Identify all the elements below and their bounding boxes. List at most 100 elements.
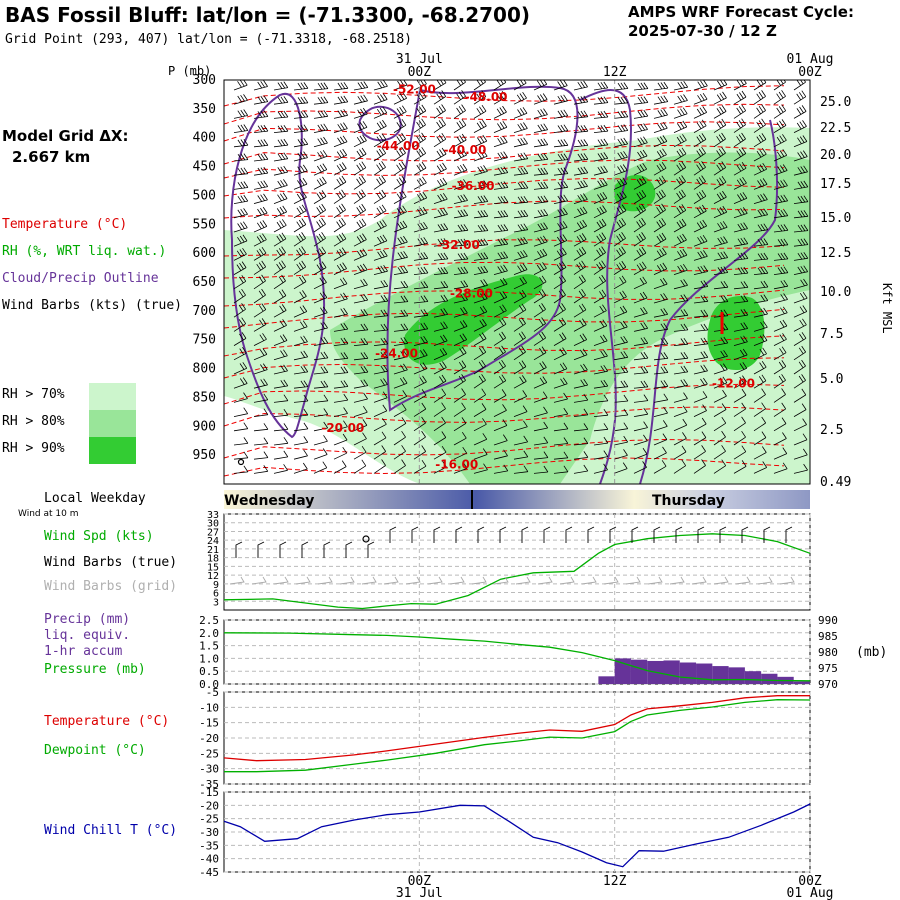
surface-wind-barb-true [499, 526, 507, 543]
surface-wind-barb-grid [603, 576, 619, 585]
precip-bar [744, 671, 762, 684]
surface-wind-barb-grid [317, 576, 333, 585]
surface-wind-barb-grid [669, 576, 685, 585]
pressure-tick-label: 900 [193, 419, 216, 434]
surface-wind-barb-true [565, 526, 573, 543]
isotherm-line [224, 261, 785, 279]
surface-wind-barb-true [609, 526, 617, 543]
surface-wind-barb-grid [273, 576, 289, 585]
dewpoint-line [224, 699, 811, 773]
surface-calm-marker [362, 535, 370, 543]
legend-wind-barbs: Wind Barbs (kts) (true) [2, 298, 183, 313]
wind-panel-tick-label: 21 [207, 545, 219, 556]
isotherm-line [224, 239, 785, 257]
wind-panel-tick-label: 6 [213, 589, 219, 600]
rh90-area-1 [404, 274, 543, 365]
pressure-tick-label: 650 [193, 275, 216, 290]
surface-wind-barb-true [433, 526, 441, 543]
pressure-tick-label: 980 [818, 646, 838, 659]
windchill-panel-tick-label: -30 [199, 826, 219, 839]
pressure-tick-label: 600 [193, 246, 216, 261]
top-time-label: 00Z [408, 65, 432, 80]
temp-panel-tick-label: -10 [199, 701, 219, 714]
wind-panel-tick-label: 12 [207, 571, 219, 582]
precip-panel-tick-label: 2.5 [199, 614, 219, 627]
isotherm-line [224, 357, 785, 379]
surface-wind-barb-grid [559, 576, 575, 585]
isotherm-line [224, 335, 785, 357]
surface-wind-barb-grid [647, 576, 663, 585]
isotherm-label: -36.00 [452, 179, 495, 193]
bottom-time-label: 12Z [603, 874, 627, 889]
surface-wind-barb-grid [229, 576, 245, 585]
surface-wind-barb-true [301, 541, 309, 558]
surface-wind-barb-grid [405, 576, 421, 585]
precip-bar [598, 676, 615, 684]
windchill-panel-tick-label: -45 [199, 866, 219, 879]
temp-panel-tick-label: -20 [199, 732, 219, 745]
legend-rh70: RH > 70% [2, 387, 65, 402]
surface-wind-barb-true [389, 526, 397, 543]
legend-cloud-outline: Cloud/Precip Outline [2, 271, 159, 286]
legend-precip: Precip (mm) [44, 612, 131, 627]
temp-panel-tick-label: -30 [199, 763, 219, 776]
surface-wind-barb-grid [581, 576, 597, 585]
surface-wind-barb-true [477, 526, 485, 543]
surface-wind-barb-true [279, 541, 287, 558]
surface-wind-barb-grid [779, 576, 795, 585]
surface-wind-barb-grid [537, 576, 553, 585]
surface-wind-barb-grid [383, 576, 399, 585]
precip-bar [712, 666, 729, 684]
top-time-label: 12Z [603, 65, 627, 80]
surface-wind-barb-true [323, 541, 331, 558]
pressure-tick-label: 500 [193, 188, 216, 203]
windchill-panel-tick-label: -40 [199, 853, 219, 866]
cloud-outline-5 [639, 119, 779, 484]
kft-tick-label: 10.0 [820, 285, 851, 300]
bottom-time-label: 00Z [798, 874, 822, 889]
pressure-tick-label: 975 [818, 662, 838, 675]
cloud-outline-4 [579, 89, 632, 484]
wind-panel-frame [223, 513, 811, 611]
wind-speed-line [223, 533, 811, 610]
pressure-tick-label: 700 [193, 304, 216, 319]
isotherm-label: -44.00 [377, 139, 420, 153]
rh80-area [330, 152, 810, 484]
precip-bar [663, 660, 680, 684]
isotherm-label: -40.00 [443, 143, 486, 157]
legend-dewpoint: Dewpoint (°C) [44, 743, 146, 758]
surface-wind-barb-grid [691, 576, 707, 585]
pressure-tick-label: 985 [818, 630, 838, 643]
surface-wind-barb-grid [713, 576, 729, 585]
pressure-tick-label: 990 [818, 614, 838, 627]
pressure-tick-label: 450 [193, 160, 216, 175]
temp-panel-tick-label: -15 [199, 717, 219, 730]
windchill-panel-tick-label: -25 [199, 813, 219, 826]
legend-wind-chill: Wind Chill T (°C) [44, 823, 178, 838]
isotherm-line [224, 178, 785, 197]
kft-tick-label: 0.49 [820, 475, 851, 490]
wind-panel-tick-label: 18 [207, 554, 219, 565]
wind-panel-tick-label: 24 [207, 536, 219, 547]
wind-panel-tick-label: 9 [213, 580, 219, 591]
legend-rh80: RH > 80% [2, 414, 65, 429]
pressure-tick-label: 400 [193, 131, 216, 146]
kft-tick-label: 7.5 [820, 327, 843, 342]
pressure-axis-title: P (mb) [168, 64, 211, 78]
upper-panel-frame [223, 79, 811, 485]
isotherm-line [224, 457, 785, 477]
surface-wind-barb-true [587, 526, 595, 543]
isotherm-line [224, 308, 785, 329]
temp-panel-tick-label: -35 [199, 778, 219, 791]
surface-wind-barb-grid [515, 576, 531, 585]
legend-wind-barbs-grid: Wind Barbs (grid) [44, 579, 178, 594]
kft-tick-label: 12.5 [820, 246, 851, 261]
pressure-line [223, 632, 811, 682]
precip-panel-tick-label: 0.5 [199, 665, 219, 678]
precip-bar [761, 673, 778, 684]
surface-wind-barb-true [345, 541, 353, 558]
windchill-panel-tick-label: -15 [199, 786, 219, 799]
kft-tick-label: 2.5 [820, 423, 843, 438]
precip-panel-tick-label: 0.0 [199, 678, 219, 691]
windchill-panel-frame [223, 791, 811, 873]
